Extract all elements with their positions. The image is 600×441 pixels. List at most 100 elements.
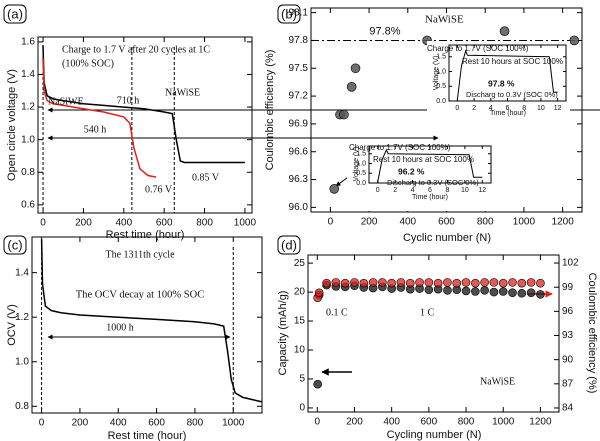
y-axis-label: Coulombic efficiency (%) <box>264 50 276 171</box>
x-tick-label: 0 <box>328 217 334 228</box>
panel-label: (a) <box>7 6 23 21</box>
y-tick-label: 96.3 <box>289 174 309 185</box>
x-tick-label: 2 <box>393 187 397 194</box>
x-tick-label: 200 <box>361 217 378 228</box>
annotation: 540 h <box>84 124 107 135</box>
x-tick-label: 200 <box>72 418 89 429</box>
y-tick-label: 0 <box>299 403 305 414</box>
annotation: 1000 h <box>106 322 134 333</box>
annotation: NaWiSE <box>165 87 200 98</box>
y-axis-label: OCV (V) <box>6 304 18 346</box>
y2-axis-label: Coulombic efficiency (%) <box>586 273 598 394</box>
x-tick-label: 4 <box>489 105 493 112</box>
data-point <box>378 278 387 287</box>
data-point <box>489 287 499 297</box>
y2-tick-label: 102 <box>562 258 579 269</box>
data-point <box>508 278 517 287</box>
y2-tick-label: 93 <box>562 330 574 341</box>
x-axis-label: Time (hour) <box>412 194 448 201</box>
panel-label-box <box>277 4 301 24</box>
annotation: (100% SOC) <box>62 58 114 69</box>
line-series <box>42 45 245 164</box>
x-axis-label: Rest time (hour) <box>106 229 185 241</box>
data-point <box>313 379 322 389</box>
x-tick-label: 0 <box>376 187 380 194</box>
data-point <box>536 278 545 288</box>
y2-tick-label: 90 <box>562 354 574 365</box>
x-tick-label: 8 <box>445 187 449 194</box>
x-tick-label: 1200 <box>529 417 552 428</box>
y-tick-label: 0.8 <box>15 401 29 412</box>
x-tick-label: 200 <box>75 218 92 229</box>
data-point <box>415 278 424 287</box>
data-point <box>508 288 517 297</box>
data-point <box>569 35 580 46</box>
data-point <box>526 288 536 297</box>
y-tick-label: 0.0 <box>436 98 446 105</box>
annotation: NaWiSE <box>425 14 464 26</box>
y-tick-label: 0.5 <box>356 170 366 177</box>
x-tick-label: 600 <box>421 417 438 428</box>
x-tick-label: 10 <box>461 187 469 194</box>
panel-label: (b) <box>281 6 297 21</box>
data-point <box>536 290 545 299</box>
x-axis-label: Rest time (hour) <box>108 430 187 441</box>
y-tick-label: 97.5 <box>289 63 309 74</box>
data-point <box>498 278 508 288</box>
x-tick-label: 800 <box>196 218 213 229</box>
data-point <box>461 278 471 287</box>
data-point <box>346 82 357 92</box>
y-tick-label: 1.0 <box>436 68 446 75</box>
y-axis-label: Open circle voltage (V) <box>6 69 18 181</box>
y2-tick-label: 84 <box>562 403 574 414</box>
annotation: Discharg to 0.3V (SOC 0%) <box>387 178 479 187</box>
x-tick-label: 800 <box>458 417 475 428</box>
data-point <box>480 286 489 295</box>
y-tick-label: 1.2 <box>15 312 29 323</box>
y-tick-label: 5 <box>299 374 305 385</box>
x-tick-label: 12 <box>554 105 562 112</box>
x-tick-label: 12 <box>478 187 486 194</box>
line-series <box>377 148 483 183</box>
y-tick-label: 1.4 <box>21 69 35 80</box>
x-tick-label: 6 <box>428 187 432 194</box>
y-tick-label: 25 <box>294 258 306 269</box>
data-point <box>433 278 443 288</box>
x-axis-label: Cyclic number (N) <box>403 232 491 244</box>
x-axis-label: Time (hour) <box>490 110 526 117</box>
annotation: Charge to 1.7 V after 20 cycles at 1C <box>62 44 210 55</box>
x-tick-label: 1200 <box>552 217 575 228</box>
x-tick-label: 200 <box>346 417 363 428</box>
annotation: Rest 10 hours at SOC 100% <box>373 155 474 164</box>
data-point <box>517 278 527 288</box>
x-tick-label: 400 <box>383 417 400 428</box>
x-tick-label: 10 <box>537 105 545 112</box>
data-point <box>340 278 350 288</box>
data-point <box>359 278 369 288</box>
data-point <box>396 278 406 287</box>
data-point <box>471 287 480 296</box>
data-point <box>443 278 452 287</box>
x-tick-label: 6 <box>506 105 510 112</box>
panel-label-box <box>277 235 301 255</box>
annotation: Rest 10 hours at SOC 100% <box>462 57 563 66</box>
data-point <box>350 63 361 74</box>
plot-frame <box>31 236 263 414</box>
data-point <box>424 278 434 287</box>
data-point <box>322 278 331 288</box>
data-point <box>452 278 462 288</box>
x-tick-label: 400 <box>115 218 132 229</box>
y-tick-label: 0.0 <box>356 180 366 187</box>
x-tick-label: 1000 <box>492 417 515 428</box>
data-point <box>480 278 489 287</box>
y-tick-label: 1.5 <box>356 151 366 158</box>
y2-tick-label: 96 <box>562 306 574 317</box>
y-axis-label: Capacity (mAh/g) <box>277 291 289 376</box>
y-tick-label: 96.0 <box>289 202 309 213</box>
line-series <box>40 239 263 403</box>
x-tick-label: 0 <box>39 418 45 429</box>
x-tick-label: 0 <box>455 105 459 112</box>
y-tick-label: 15 <box>294 316 306 327</box>
annotation: Charge to 1.7V (SOC 100%) <box>427 44 529 53</box>
